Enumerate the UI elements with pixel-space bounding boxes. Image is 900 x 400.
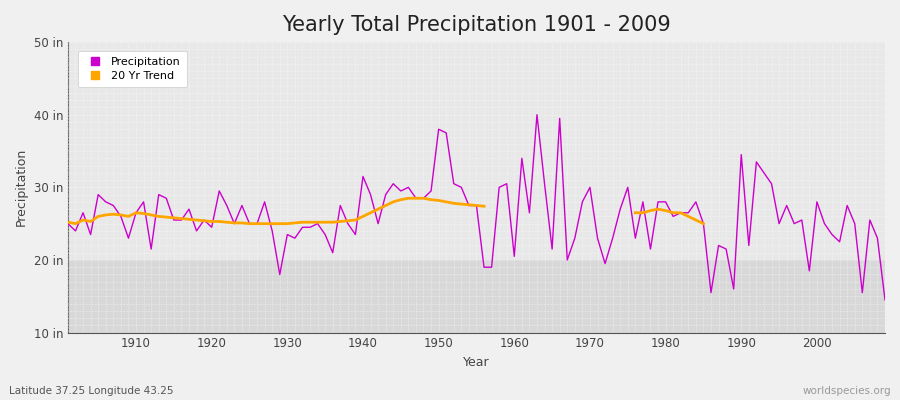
Bar (68, 42, 885, 260)
Bar (68, 260, 885, 332)
Y-axis label: Precipitation: Precipitation (15, 148, 28, 226)
X-axis label: Year: Year (464, 356, 490, 369)
Text: worldspecies.org: worldspecies.org (803, 386, 891, 396)
Title: Yearly Total Precipitation 1901 - 2009: Yearly Total Precipitation 1901 - 2009 (282, 15, 670, 35)
Legend: Precipitation, 20 Yr Trend: Precipitation, 20 Yr Trend (77, 50, 187, 87)
Text: Latitude 37.25 Longitude 43.25: Latitude 37.25 Longitude 43.25 (9, 386, 174, 396)
